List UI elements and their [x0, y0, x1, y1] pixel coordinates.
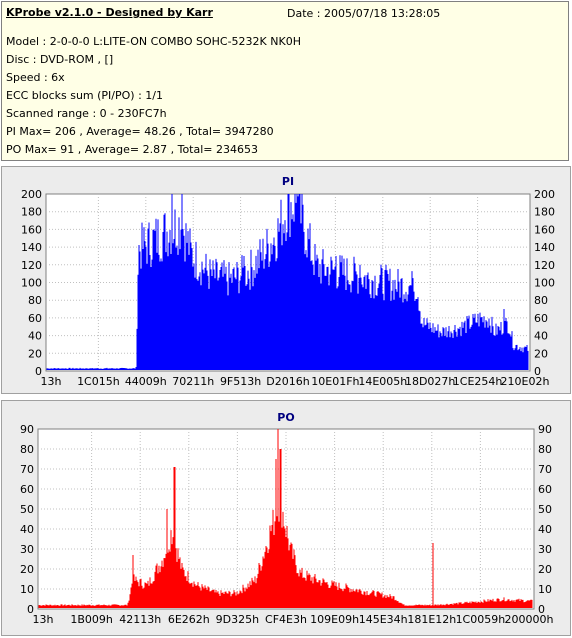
y-tick-label-left: 60 — [28, 312, 42, 325]
y-tick-label-left: 100 — [21, 277, 42, 290]
y-tick-label-left: 140 — [21, 241, 42, 254]
y-tick-label-right: 180 — [534, 206, 555, 219]
data-bars — [38, 429, 533, 608]
info-panel: KProbe v2.1.0 - Designed by Karr Date : … — [1, 1, 569, 161]
y-tick-label-left: 50 — [20, 503, 34, 516]
y-tick-label-left: 10 — [20, 583, 34, 596]
pi-chart-panel: PI 0 0 20 20 40 40 60 60 80 80 100 100 120 120 140 140 16… — [1, 166, 571, 394]
x-tick-label: 1B009h — [70, 613, 113, 626]
x-tick-label: 10E01Fh — [311, 375, 359, 388]
po-chart-panel: PO 0 0 10 10 20 20 30 30 40 40 50 50 60 60 70 70 80 80 90 90… — [1, 400, 571, 636]
y-tick-label-right: 40 — [538, 523, 552, 536]
y-tick-label-left: 160 — [21, 223, 42, 236]
x-tick-label: 13h — [33, 613, 54, 626]
y-tick-label-left: 40 — [20, 523, 34, 536]
y-tick-label-right: 90 — [538, 423, 552, 436]
y-tick-label-right: 0 — [538, 603, 545, 616]
po-chart: PO 0 0 10 10 20 20 30 30 40 40 50 50 60 60 70 70 80 80 90 90… — [20, 411, 554, 626]
y-tick-label-left: 80 — [28, 294, 42, 307]
x-tick-label: 210E02h — [501, 375, 550, 388]
y-tick-label-left: 40 — [28, 330, 42, 343]
chart-title: PI — [282, 175, 294, 188]
x-tick-label: 109E09h — [310, 613, 359, 626]
y-tick-label-right: 60 — [538, 483, 552, 496]
y-tick-label-right: 80 — [538, 443, 552, 456]
x-tick-label: 145E34h — [359, 613, 408, 626]
y-tick-label-right: 80 — [534, 294, 548, 307]
y-tick-label-right: 10 — [538, 583, 552, 596]
x-tick-label: 1C015h — [77, 375, 120, 388]
y-tick-label-right: 40 — [534, 330, 548, 343]
y-tick-label-left: 80 — [20, 443, 34, 456]
scan-date: Date : 2005/07/18 13:28:05 — [287, 7, 441, 20]
pi-stats-line: PI Max= 206 , Average= 48.26 , Total= 39… — [6, 125, 274, 138]
x-tick-label: 44009h — [125, 375, 167, 388]
y-tick-label-left: 0 — [27, 603, 34, 616]
x-tick-label: 14E005h — [358, 375, 407, 388]
model-line: Model : 2-0-0-0 L:LITE-ON COMBO SOHC-523… — [6, 35, 301, 48]
y-tick-label-left: 180 — [21, 206, 42, 219]
ecc-line: ECC blocks sum (PI/PO) : 1/1 — [6, 89, 163, 102]
y-tick-label-left: 120 — [21, 259, 42, 272]
y-tick-label-right: 100 — [534, 277, 555, 290]
y-tick-label-right: 20 — [534, 347, 548, 360]
x-tick-label: 6E262h — [168, 613, 210, 626]
po-stats-line: PO Max= 91 , Average= 2.87 , Total= 2346… — [6, 143, 258, 156]
y-tick-label-left: 90 — [20, 423, 34, 436]
y-tick-label-left: 60 — [20, 483, 34, 496]
x-tick-label: 13h — [41, 375, 62, 388]
y-tick-label-right: 120 — [534, 259, 555, 272]
x-tick-label: 1CE254h — [453, 375, 503, 388]
y-tick-label-left: 0 — [35, 365, 42, 378]
y-tick-label-left: 20 — [20, 563, 34, 576]
y-tick-label-left: 70 — [20, 463, 34, 476]
x-tick-label: 70211h — [172, 375, 214, 388]
x-tick-label: 200000h — [505, 613, 554, 626]
y-tick-label-right: 70 — [538, 463, 552, 476]
chart-title: PO — [277, 411, 294, 424]
y-tick-label-right: 160 — [534, 223, 555, 236]
y-tick-label-left: 30 — [20, 543, 34, 556]
y-tick-label-right: 0 — [534, 365, 541, 378]
y-tick-label-right: 200 — [534, 188, 555, 201]
x-tick-label: 9F513h — [220, 375, 261, 388]
speed-line: Speed : 6x — [6, 71, 65, 84]
y-tick-label-right: 30 — [538, 543, 552, 556]
data-bars — [46, 194, 529, 370]
x-tick-label: 42113h — [119, 613, 161, 626]
y-tick-label-right: 20 — [538, 563, 552, 576]
y-tick-label-right: 50 — [538, 503, 552, 516]
y-tick-label-right: 60 — [534, 312, 548, 325]
x-tick-label: 181E12h — [407, 613, 456, 626]
y-tick-label-left: 20 — [28, 347, 42, 360]
x-tick-label: D2016h — [266, 375, 309, 388]
app-title: KProbe v2.1.0 - Designed by Karr — [6, 6, 213, 19]
y-tick-label-right: 140 — [534, 241, 555, 254]
x-tick-label: CF4E3h — [265, 613, 307, 626]
y-tick-label-left: 200 — [21, 188, 42, 201]
x-tick-label: 18D027h — [405, 375, 455, 388]
disc-line: Disc : DVD-ROM , [] — [6, 53, 114, 66]
x-tick-label: 9D325h — [216, 613, 259, 626]
scanned-range-line: Scanned range : 0 - 230FC7h — [6, 107, 167, 120]
x-tick-label: 1C0059h — [456, 613, 506, 626]
pi-chart: PI 0 0 20 20 40 40 60 60 80 80 100 100 120 120 140 140 16… — [21, 175, 555, 388]
